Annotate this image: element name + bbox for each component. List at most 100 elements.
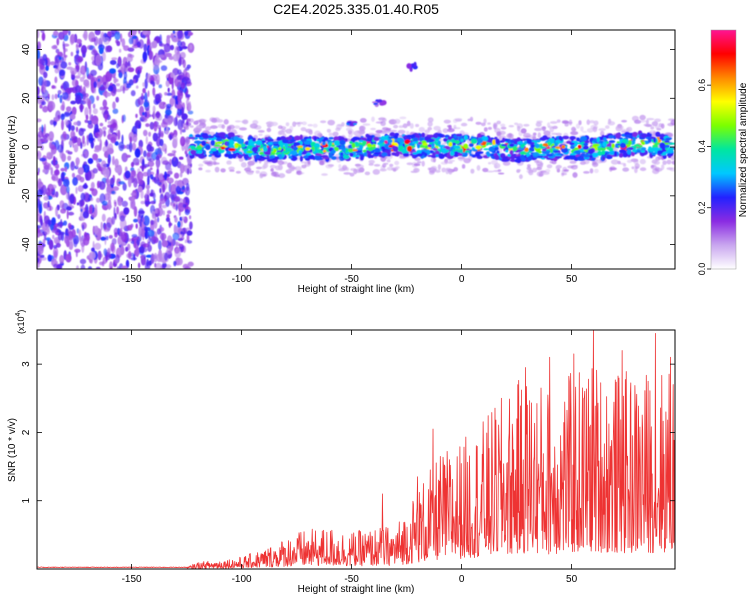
- spectrogram-noise-cell: [182, 204, 187, 208]
- spectrogram-halo-cell: [292, 121, 297, 127]
- spectrogram-noise-cell: [161, 264, 166, 269]
- spectrogram-noise-cell: [68, 62, 72, 66]
- spectrogram-halo-cell: [383, 162, 389, 165]
- spectrogram-halo-cell: [414, 157, 421, 161]
- spectrogram-signal-cell: [481, 136, 489, 142]
- spectrogram-signal-cell: [314, 155, 322, 161]
- spectrogram-noise-cell: [75, 159, 79, 168]
- spectrogram-noise-cell: [131, 35, 138, 40]
- spectrogram-signal-cell: [395, 151, 400, 157]
- spectrogram-noise-cell: [116, 206, 120, 215]
- spectrogram-noise-cell: [123, 207, 130, 215]
- spectrogram-noise-cell: [85, 204, 89, 214]
- spectrogram-noise-cell: [104, 140, 109, 147]
- spectrogram-noise-cell: [54, 169, 60, 175]
- spectrogram-noise-cell: [41, 100, 46, 106]
- spectrogram-noise-cell: [115, 78, 119, 83]
- spectrogram-halo-cell: [424, 129, 431, 134]
- spectrogram-signal-cell: [435, 154, 439, 157]
- spectrogram-halo-cell: [639, 119, 647, 123]
- spectrogram-signal-cell: [464, 150, 470, 153]
- spectrogram-noise-cell: [106, 176, 110, 187]
- spectrogram-signal-cell: [255, 154, 261, 159]
- spectrogram-signal-cell: [668, 142, 675, 145]
- spectrogram-noise-cell: [51, 217, 56, 226]
- spectrogram-noise-cell: [90, 181, 95, 190]
- spectrogram-signal-cell: [477, 138, 484, 144]
- spectrogram-halo-cell: [445, 167, 451, 171]
- spectrogram-halo-cell: [204, 161, 212, 165]
- spectrogram-noise-cell: [80, 208, 83, 213]
- spectrogram-streak-cell: [379, 101, 386, 106]
- spectrogram-noise-cell: [168, 167, 172, 172]
- spectrogram-noise-cell: [65, 106, 72, 112]
- spectrogram-noise-cell: [37, 244, 44, 255]
- spectrogram-halo-cell: [529, 134, 537, 140]
- spectrogram-halo-cell: [486, 170, 495, 173]
- spectrogram-halo-cell: [433, 157, 436, 163]
- spectrogram-signal-cell: [188, 137, 196, 139]
- spectrogram-noise-cell: [177, 238, 184, 241]
- spectrogram-signal-cell: [356, 154, 360, 158]
- spectrogram-noise-cell: [167, 115, 175, 123]
- snr-xlabel: Height of straight line (km): [298, 584, 415, 595]
- spectrogram-noise-cell: [57, 223, 63, 229]
- spectrogram-noise-cell: [174, 78, 180, 87]
- spectrogram-noise-cell: [160, 101, 164, 106]
- spectrogram-halo-cell: [226, 160, 232, 165]
- spectrogram-noise-cell: [147, 244, 152, 252]
- spectrogram-noise-cell: [64, 166, 67, 173]
- spectrogram-noise-cell: [50, 145, 57, 155]
- spectrogram-signal-cell: [555, 155, 562, 159]
- spectrogram-halo-cell: [615, 125, 624, 130]
- spectrogram-halo-cell: [586, 128, 594, 133]
- spectrogram-noise-cell: [161, 204, 167, 209]
- spectrogram-halo-cell: [660, 123, 665, 129]
- spectrogram-halo-cell: [427, 117, 434, 123]
- spectrogram-noise-cell: [73, 121, 78, 126]
- spectrogram-noise-cell: [185, 94, 191, 98]
- spectrogram-signal-cell: [293, 135, 301, 141]
- spectrogram-halo-cell: [188, 118, 194, 123]
- spectrogram-signal-cell: [647, 137, 652, 143]
- spectrogram-signal-cell: [552, 149, 559, 153]
- spectrogram-halo-cell: [428, 170, 435, 175]
- spectrogram-halo-cell: [234, 131, 238, 135]
- spectrogram-halo-cell: [666, 159, 672, 165]
- spectrogram-noise-cell: [105, 254, 112, 258]
- spectrogram-noise-cell: [137, 262, 141, 269]
- spectrogram-noise-cell: [185, 125, 190, 131]
- spectrogram-halo-cell: [568, 119, 573, 126]
- spectrogram-noise-cell: [189, 215, 192, 220]
- spectrogram-signal-cell: [651, 152, 657, 156]
- spectrogram-halo-cell: [371, 116, 375, 122]
- spectrogram-halo-cell: [500, 123, 506, 127]
- spectrogram-noise-cell: [129, 136, 132, 144]
- spectrogram-noise-cell: [108, 178, 114, 185]
- spectrogram-noise-cell: [167, 177, 174, 184]
- spectrogram-noise-cell: [164, 92, 168, 96]
- spectrogram-halo-cell: [427, 121, 433, 127]
- spectrogram-noise-cell: [112, 108, 119, 114]
- spectrogram-halo-cell: [280, 126, 287, 130]
- spectrogram-noise-cell: [143, 43, 148, 53]
- spectrogram-noise-cell: [142, 51, 148, 62]
- spectrogram-halo-cell: [394, 160, 400, 166]
- spectrogram-noise-cell: [125, 154, 131, 158]
- spectrogram-halo-cell: [537, 132, 541, 139]
- spectrogram-signal-cell: [421, 151, 426, 156]
- spectrogram-noise-cell: [39, 157, 47, 162]
- spectrogram-noise-cell: [73, 143, 79, 153]
- spectrogram-noise-cell: [39, 104, 43, 109]
- spectrogram-signal-cell: [640, 133, 648, 138]
- spectrogram-halo-cell: [442, 128, 449, 134]
- spectrogram-noise-cell: [179, 163, 185, 174]
- spectrogram-signal-cell: [244, 141, 249, 146]
- spectrogram-noise-cell: [80, 142, 83, 149]
- spectrogram-noise-cell: [67, 228, 72, 235]
- spectrogram-noise-cell: [53, 30, 59, 36]
- spectrogram-noise-cell: [64, 119, 69, 126]
- spectrogram-halo-cell: [223, 119, 229, 125]
- spectrogram-signal-cell: [457, 153, 463, 156]
- spectrogram-noise-cell: [115, 96, 119, 103]
